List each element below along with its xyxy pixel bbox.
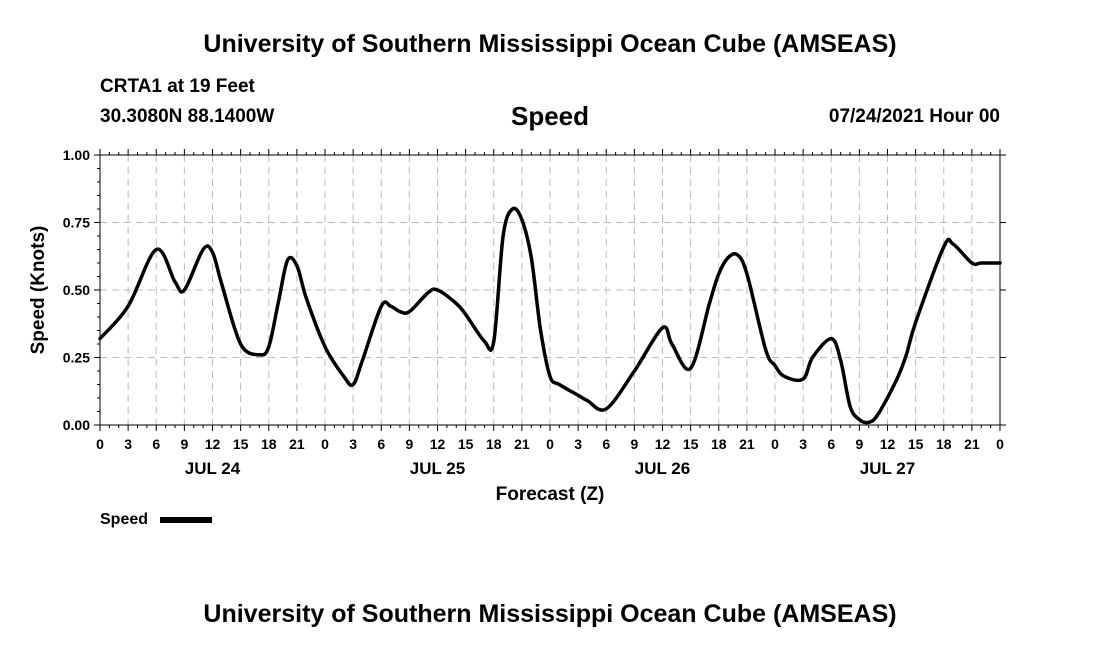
chart-title: Speed	[510, 101, 590, 131]
x-tick-label: 12	[880, 436, 896, 452]
x-tick-label: 12	[430, 436, 446, 452]
x-tick-label: 18	[936, 436, 952, 452]
station-label: CRTA1 at 19 Feet	[100, 76, 255, 97]
grid	[100, 155, 1000, 425]
x-tick-label: 3	[799, 436, 807, 452]
y-tick-label: 0.25	[63, 350, 90, 366]
x-tick-label: 0	[771, 436, 779, 452]
x-tick-label: 21	[514, 436, 530, 452]
x-tick-label: 6	[827, 436, 835, 452]
series-line-speed	[98, 206, 1002, 425]
x-tick-label: 15	[908, 436, 924, 452]
y-axis-title: Speed (Knots)	[28, 226, 49, 355]
footer-title: University of Southern Mississippi Ocean…	[203, 600, 897, 628]
x-tick-label: 15	[683, 436, 699, 452]
axis-labels: 0.00 0.25 0.50 0.75 1.00 0 3 6 9 12 15 18 21 0 3 6 9 12 15…	[28, 147, 1004, 505]
x-tick-label: 12	[205, 436, 221, 452]
x-tick-label: 18	[711, 436, 727, 452]
x-tick-label: 9	[180, 436, 188, 452]
x-day-label: JUL 26	[635, 459, 690, 478]
axis-ticks	[94, 149, 1006, 431]
x-tick-label: 21	[964, 436, 980, 452]
legend: Speed	[100, 511, 212, 528]
x-tick-label: 15	[458, 436, 474, 452]
x-tick-label: 12	[655, 436, 671, 452]
x-tick-label: 9	[405, 436, 413, 452]
x-tick-label: 21	[289, 436, 305, 452]
x-tick-label: 0	[546, 436, 554, 452]
x-axis-title: Forecast (Z)	[496, 484, 605, 505]
y-tick-label: 0.50	[63, 282, 90, 298]
y-tick-label: 0.75	[63, 215, 90, 231]
y-tick-label: 1.00	[63, 147, 90, 163]
x-tick-label: 21	[739, 436, 755, 452]
x-tick-label: 9	[630, 436, 638, 452]
x-tick-label: 3	[349, 436, 357, 452]
x-tick-label: 0	[996, 436, 1004, 452]
series-layer	[98, 206, 1002, 425]
x-tick-label: 6	[377, 436, 385, 452]
x-tick-label: 9	[855, 436, 863, 452]
page-title: University of Southern Mississippi Ocean…	[203, 30, 897, 58]
legend-label: Speed	[100, 511, 148, 528]
x-day-label: JUL 24	[185, 459, 241, 478]
x-tick-label: 3	[124, 436, 132, 452]
forecast-datetime: 07/24/2021 Hour 00	[828, 106, 1000, 127]
x-tick-label: 15	[233, 436, 249, 452]
x-day-label: JUL 25	[410, 459, 465, 478]
coordinates-label: 30.3080N 88.1400W	[100, 106, 275, 127]
x-tick-label: 6	[602, 436, 610, 452]
x-tick-label: 18	[486, 436, 502, 452]
x-day-label: JUL 27	[860, 459, 915, 478]
x-tick-label: 0	[321, 436, 329, 452]
x-tick-label: 3	[574, 436, 582, 452]
x-tick-label: 6	[152, 436, 160, 452]
x-tick-label: 0	[96, 436, 104, 452]
y-tick-label: 0.00	[63, 417, 90, 433]
x-tick-label: 18	[261, 436, 277, 452]
